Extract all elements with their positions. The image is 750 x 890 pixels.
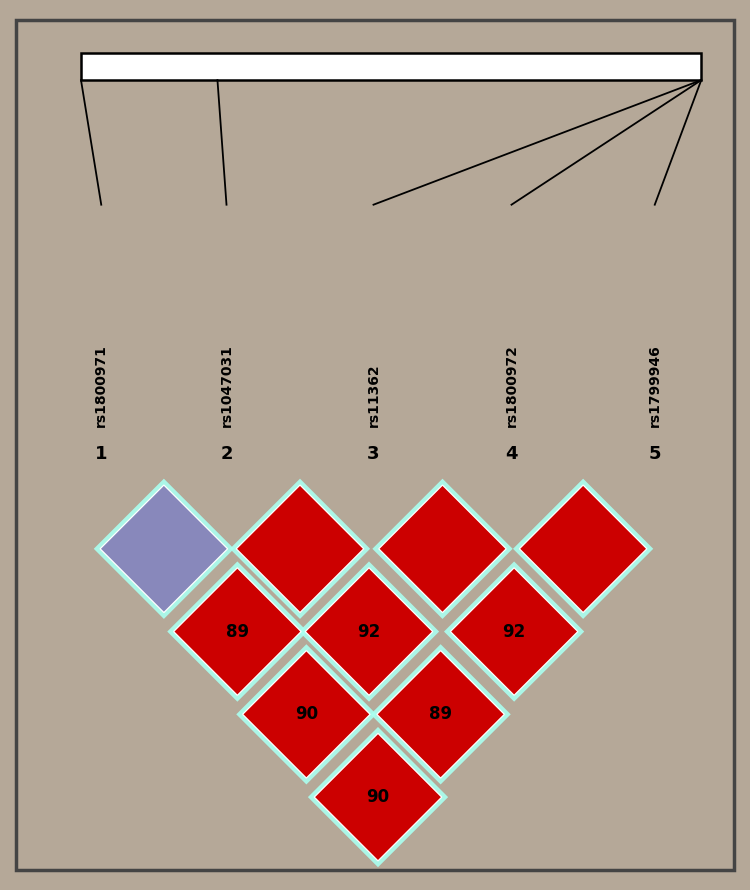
Text: rs1799946: rs1799946 bbox=[648, 344, 662, 427]
Text: 5: 5 bbox=[649, 445, 661, 463]
Polygon shape bbox=[376, 651, 504, 778]
Text: rs1800971: rs1800971 bbox=[94, 344, 108, 427]
Polygon shape bbox=[173, 568, 302, 695]
Polygon shape bbox=[94, 479, 234, 619]
Text: 89: 89 bbox=[429, 706, 452, 724]
Text: 90: 90 bbox=[295, 706, 318, 724]
Text: rs11362: rs11362 bbox=[367, 364, 380, 427]
Text: 89: 89 bbox=[226, 623, 249, 641]
Polygon shape bbox=[243, 651, 370, 778]
Text: 4: 4 bbox=[506, 445, 518, 463]
Polygon shape bbox=[236, 485, 364, 612]
Polygon shape bbox=[308, 727, 448, 867]
Polygon shape bbox=[444, 562, 584, 701]
Bar bbox=[81, 53, 701, 80]
Text: rs1800972: rs1800972 bbox=[505, 344, 518, 427]
Text: 90: 90 bbox=[367, 789, 389, 806]
Polygon shape bbox=[100, 485, 228, 612]
Polygon shape bbox=[230, 479, 370, 619]
Polygon shape bbox=[299, 562, 440, 701]
Polygon shape bbox=[167, 562, 308, 701]
Polygon shape bbox=[372, 479, 513, 619]
Text: 92: 92 bbox=[503, 623, 526, 641]
Text: 92: 92 bbox=[358, 623, 381, 641]
Polygon shape bbox=[236, 644, 376, 784]
Polygon shape bbox=[450, 568, 578, 695]
Text: 1: 1 bbox=[95, 445, 107, 463]
Polygon shape bbox=[370, 644, 511, 784]
Polygon shape bbox=[379, 485, 506, 612]
Polygon shape bbox=[519, 485, 647, 612]
Polygon shape bbox=[305, 568, 433, 695]
Text: 2: 2 bbox=[220, 445, 232, 463]
Polygon shape bbox=[314, 733, 442, 861]
Text: 3: 3 bbox=[368, 445, 380, 463]
Polygon shape bbox=[513, 479, 653, 619]
Text: rs1047031: rs1047031 bbox=[220, 344, 233, 427]
